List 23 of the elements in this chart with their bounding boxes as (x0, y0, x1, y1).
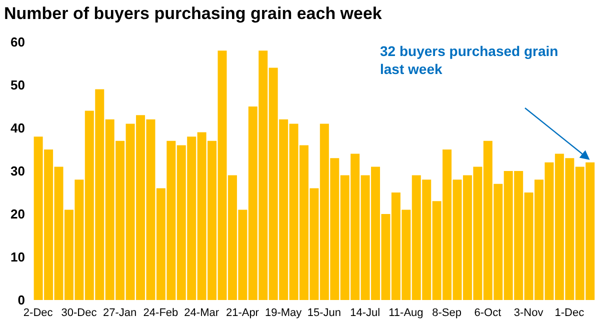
x-tick-label: 14-Jul (350, 306, 380, 319)
y-tick-label: 60 (10, 34, 25, 50)
x-tick-label: 1-Dec (554, 306, 585, 319)
x-tick-label: 2-Dec (23, 306, 54, 319)
x-tick-label: 24-Feb (143, 306, 178, 319)
y-tick-label: 20 (10, 206, 25, 222)
y-tick-label: 10 (10, 250, 25, 265)
x-tick-label: 11-Aug (388, 306, 424, 319)
x-tick-label: 30-Dec (61, 306, 98, 319)
x-tick-label: 24-Mar (184, 306, 220, 319)
x-tick-label: 3-Nov (514, 306, 544, 319)
y-tick-label: 30 (10, 164, 25, 179)
y-tick-label: 0 (18, 292, 25, 308)
chart-title: Number of buyers purchasing grain each week (4, 4, 382, 24)
x-tick-label: 27-Jan (103, 306, 137, 319)
x-tick-label: 19-May (265, 306, 302, 319)
y-tick-label: 40 (10, 120, 25, 136)
x-tick-label: 6-Oct (474, 306, 502, 319)
x-tick-label: 21-Apr (226, 306, 260, 319)
annotation: 32 buyers purchased grain last week (380, 42, 585, 78)
y-tick-label: 50 (10, 78, 25, 93)
x-tick-label: 8-Sep (432, 306, 462, 319)
x-tick-label: 15-Jun (307, 306, 342, 319)
